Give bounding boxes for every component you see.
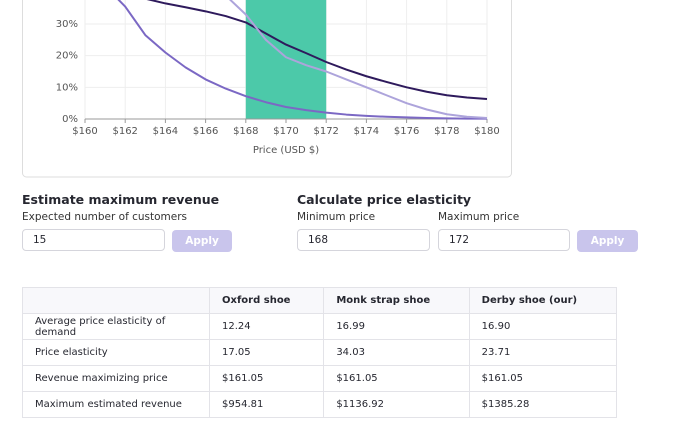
x-tick-label: $174 — [354, 126, 379, 137]
table-cell: Average price elasticity of demand — [22, 313, 210, 340]
x-tick-label: $164 — [153, 126, 178, 137]
section-title: Calculate price elasticity — [297, 192, 472, 207]
y-tick-label: 30% — [56, 19, 78, 30]
x-tick-label: $176 — [394, 126, 419, 137]
x-axis-label: Price (USD $) — [253, 145, 319, 156]
table-cell: $161.05 — [208, 365, 325, 392]
series-line — [146, 0, 488, 101]
table-cell: $161.05 — [323, 365, 470, 392]
table-row: Price elasticity 17.05 34.03 23.71 — [22, 339, 618, 366]
results-table: Oxford shoe Monk strap shoe Derby shoe (… — [22, 287, 618, 418]
x-tick-label: $160 — [72, 126, 97, 137]
table-cell: Revenue maximizing price — [22, 365, 210, 392]
table-cell: 16.90 — [468, 313, 618, 340]
table-cell: 12.24 — [208, 313, 325, 340]
table-cell: 16.99 — [323, 313, 470, 340]
field-label: Expected number of customers — [22, 211, 188, 223]
table-row: Average price elasticity of demand 12.24 1… — [22, 313, 618, 340]
highlight-band — [245, 0, 327, 119]
series-line — [229, 0, 488, 120]
x-tick-label: $166 — [193, 126, 218, 137]
x-tick-label: $170 — [273, 126, 298, 137]
header-cell: Monk strap shoe — [323, 287, 470, 314]
x-tick-label: $162 — [112, 126, 137, 137]
header-row: Oxford shoe Monk strap shoe Derby shoe (… — [22, 287, 618, 314]
apply-button[interactable]: Apply — [172, 230, 232, 252]
header-cell — [22, 287, 210, 314]
table-cell: 34.03 — [323, 339, 470, 366]
section-title: Estimate maximum revenue — [22, 192, 220, 207]
table-cell: $954.81 — [208, 391, 325, 418]
table-cell: 17.05 — [208, 339, 325, 366]
header-cell: Oxford shoe — [208, 287, 325, 314]
table-row: Maximum estimated revenue $954.81 $1136.92… — [22, 391, 618, 418]
table-row: Revenue maximizing price $161.05 $161.05 $1… — [22, 365, 618, 392]
text-input[interactable]: 15 — [22, 229, 165, 251]
x-tick-label: $168 — [233, 126, 258, 137]
series-line — [117, 0, 487, 120]
x-tick-label: $178 — [434, 126, 459, 137]
chart: Price (USD $) $160 $162 $164 $166 $168 $170 $1… — [22, 0, 512, 178]
apply-button[interactable]: Apply — [577, 230, 638, 252]
text-input[interactable]: 168 — [297, 229, 430, 251]
table-cell: Price elasticity — [22, 339, 210, 366]
table-cell: $161.05 — [468, 365, 618, 392]
field-label: Maximum price — [438, 211, 520, 223]
y-tick-label: 10% — [56, 82, 78, 93]
y-tick-label: 20% — [56, 51, 78, 62]
x-tick-label: $172 — [313, 126, 338, 137]
y-tick-label: 0% — [62, 114, 78, 125]
table-cell: $1136.92 — [323, 391, 470, 418]
field-label: Minimum price — [297, 211, 376, 223]
table-cell: 23.71 — [468, 339, 618, 366]
table-cell: $1385.28 — [468, 391, 618, 418]
table-cell: Maximum estimated revenue — [22, 391, 210, 418]
header-cell: Derby shoe (our) — [468, 287, 618, 314]
x-tick-label: $180 — [474, 126, 499, 137]
text-input[interactable]: 172 — [438, 229, 570, 251]
